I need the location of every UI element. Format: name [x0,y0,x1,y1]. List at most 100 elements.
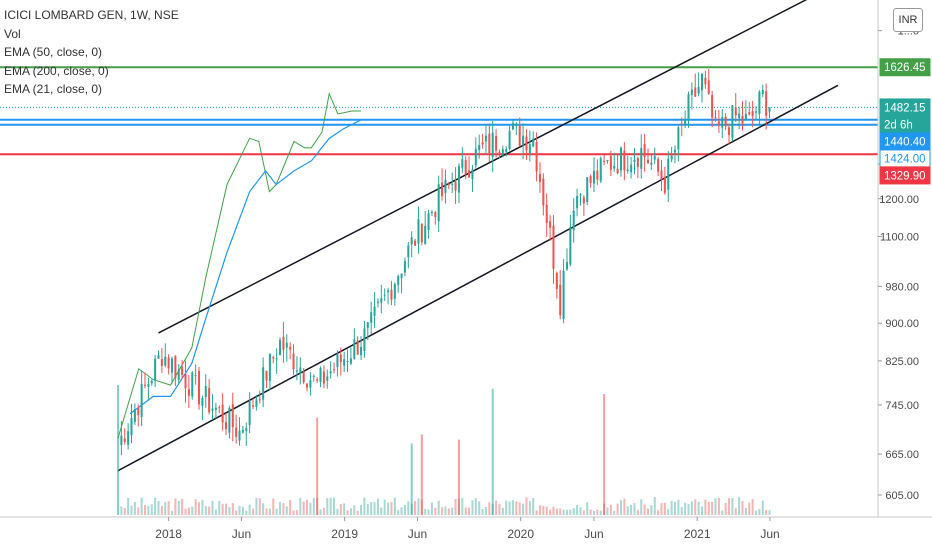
candle-body [143,384,147,386]
volume-bar [349,508,352,515]
volume-bar [478,501,481,515]
candle-body [191,372,194,397]
trend-line[interactable] [117,84,839,472]
candle-body [535,141,538,172]
volume-bar [194,499,197,515]
candle-body [653,156,656,160]
volume-bar [704,499,707,515]
volume-bar [295,510,298,515]
volume-bars [116,385,771,515]
volume-bar [650,505,653,515]
candle-body [619,147,622,171]
volume-bar [586,502,589,515]
volume-bar [292,510,295,515]
candle-body [194,375,197,377]
volume-bar [592,510,595,515]
candle-body [522,135,525,145]
volume-bar [694,499,697,515]
volume-bar [444,506,447,515]
legend-ema-200[interactable]: EMA (200, close, 0) [4,63,109,78]
volume-bar [289,500,292,515]
volume-bar [559,508,562,515]
symbol-title[interactable]: ICICI LOMBARD GEN, 1W, NSE [4,8,179,22]
currency-button[interactable]: INR [893,8,923,32]
candle-body [353,339,356,359]
candle-body [744,113,747,120]
volume-bar [120,506,123,515]
volume-bar [697,501,700,515]
candle-body [349,358,352,364]
volume-bar [160,505,163,515]
volume-bar [721,510,724,515]
candle-body [579,194,582,196]
volume-bar [262,503,265,515]
volume-bar [177,500,180,515]
legend-volume[interactable]: Vol [4,26,21,41]
volume-bar [741,500,744,515]
time-axis[interactable]: 2018 Jun 2019 Jun 2020 Jun 2021 Jun [155,517,780,541]
volume-bar [748,502,751,515]
candle-body [356,340,359,355]
candle-body [505,148,508,153]
volume-bar [133,501,136,515]
legend-ema-21[interactable]: EMA (21, close, 0) [4,82,103,96]
candle-body [592,170,595,184]
candle-body [137,407,140,416]
volume-bar [231,503,234,515]
candle-body [127,431,130,445]
volume-bar [181,498,184,515]
volume-bar [336,508,339,515]
candle-body [447,183,450,185]
candle-body [454,181,457,191]
candle-body [393,283,396,299]
candle-body [731,105,734,139]
candle-body [373,306,376,316]
volume-bar [538,505,541,515]
candle-body [434,212,437,218]
candle-body [427,213,430,230]
legend-ema-50[interactable]: EMA (50, close, 0) [4,45,103,59]
candle-body [640,148,643,169]
candle-body [282,336,285,350]
volume-bar [532,498,535,515]
volume-bar [643,504,646,515]
volume-bar [680,506,683,515]
candle-body [569,226,572,265]
trend-line[interactable] [158,0,811,334]
volume-bar [488,502,491,515]
candle-body [555,272,558,289]
volume-bar [373,502,376,515]
volume-bar [380,507,383,515]
volume-bar [154,497,157,515]
volume-bar [170,510,174,515]
candle-body [255,399,258,407]
candle-body [643,143,646,158]
candle-body [181,367,184,376]
volume-bar [147,505,150,515]
volume-bar [646,508,650,515]
volume-bar [552,506,555,515]
trend-channel[interactable] [117,0,839,472]
candle-body [252,405,255,407]
candle-body [285,342,288,348]
volume-bar [279,501,282,515]
volume-bar [549,509,552,515]
volume-bar [319,509,322,515]
volume-bar [306,499,309,515]
volume-bar [576,505,579,515]
volume-bar [572,508,575,515]
candle-body [170,358,174,373]
candle-body [258,399,261,401]
candle-body [201,398,204,406]
candle-body [758,91,761,114]
candle-body [616,168,619,174]
candle-body [160,359,163,367]
volume-bar [225,503,228,515]
volume-bar [214,509,217,515]
volume-bar [137,507,140,515]
candle-body [275,358,278,360]
candle-body [552,225,555,269]
candle-body [545,204,548,224]
